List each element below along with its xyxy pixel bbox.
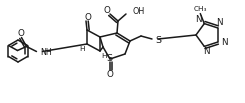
Text: CH₃: CH₃ (194, 6, 207, 12)
Text: N: N (217, 18, 223, 27)
Text: N: N (221, 38, 228, 47)
Text: NH: NH (40, 47, 52, 57)
Text: O: O (104, 5, 110, 15)
Text: H: H (101, 53, 107, 59)
Text: N: N (203, 47, 209, 56)
Text: S: S (106, 53, 112, 63)
Text: H: H (79, 46, 85, 52)
Text: O: O (84, 12, 91, 22)
Text: O: O (107, 70, 113, 79)
Text: OH: OH (132, 6, 144, 15)
Text: S: S (155, 36, 161, 45)
Text: N: N (195, 15, 202, 24)
Text: O: O (18, 29, 24, 37)
